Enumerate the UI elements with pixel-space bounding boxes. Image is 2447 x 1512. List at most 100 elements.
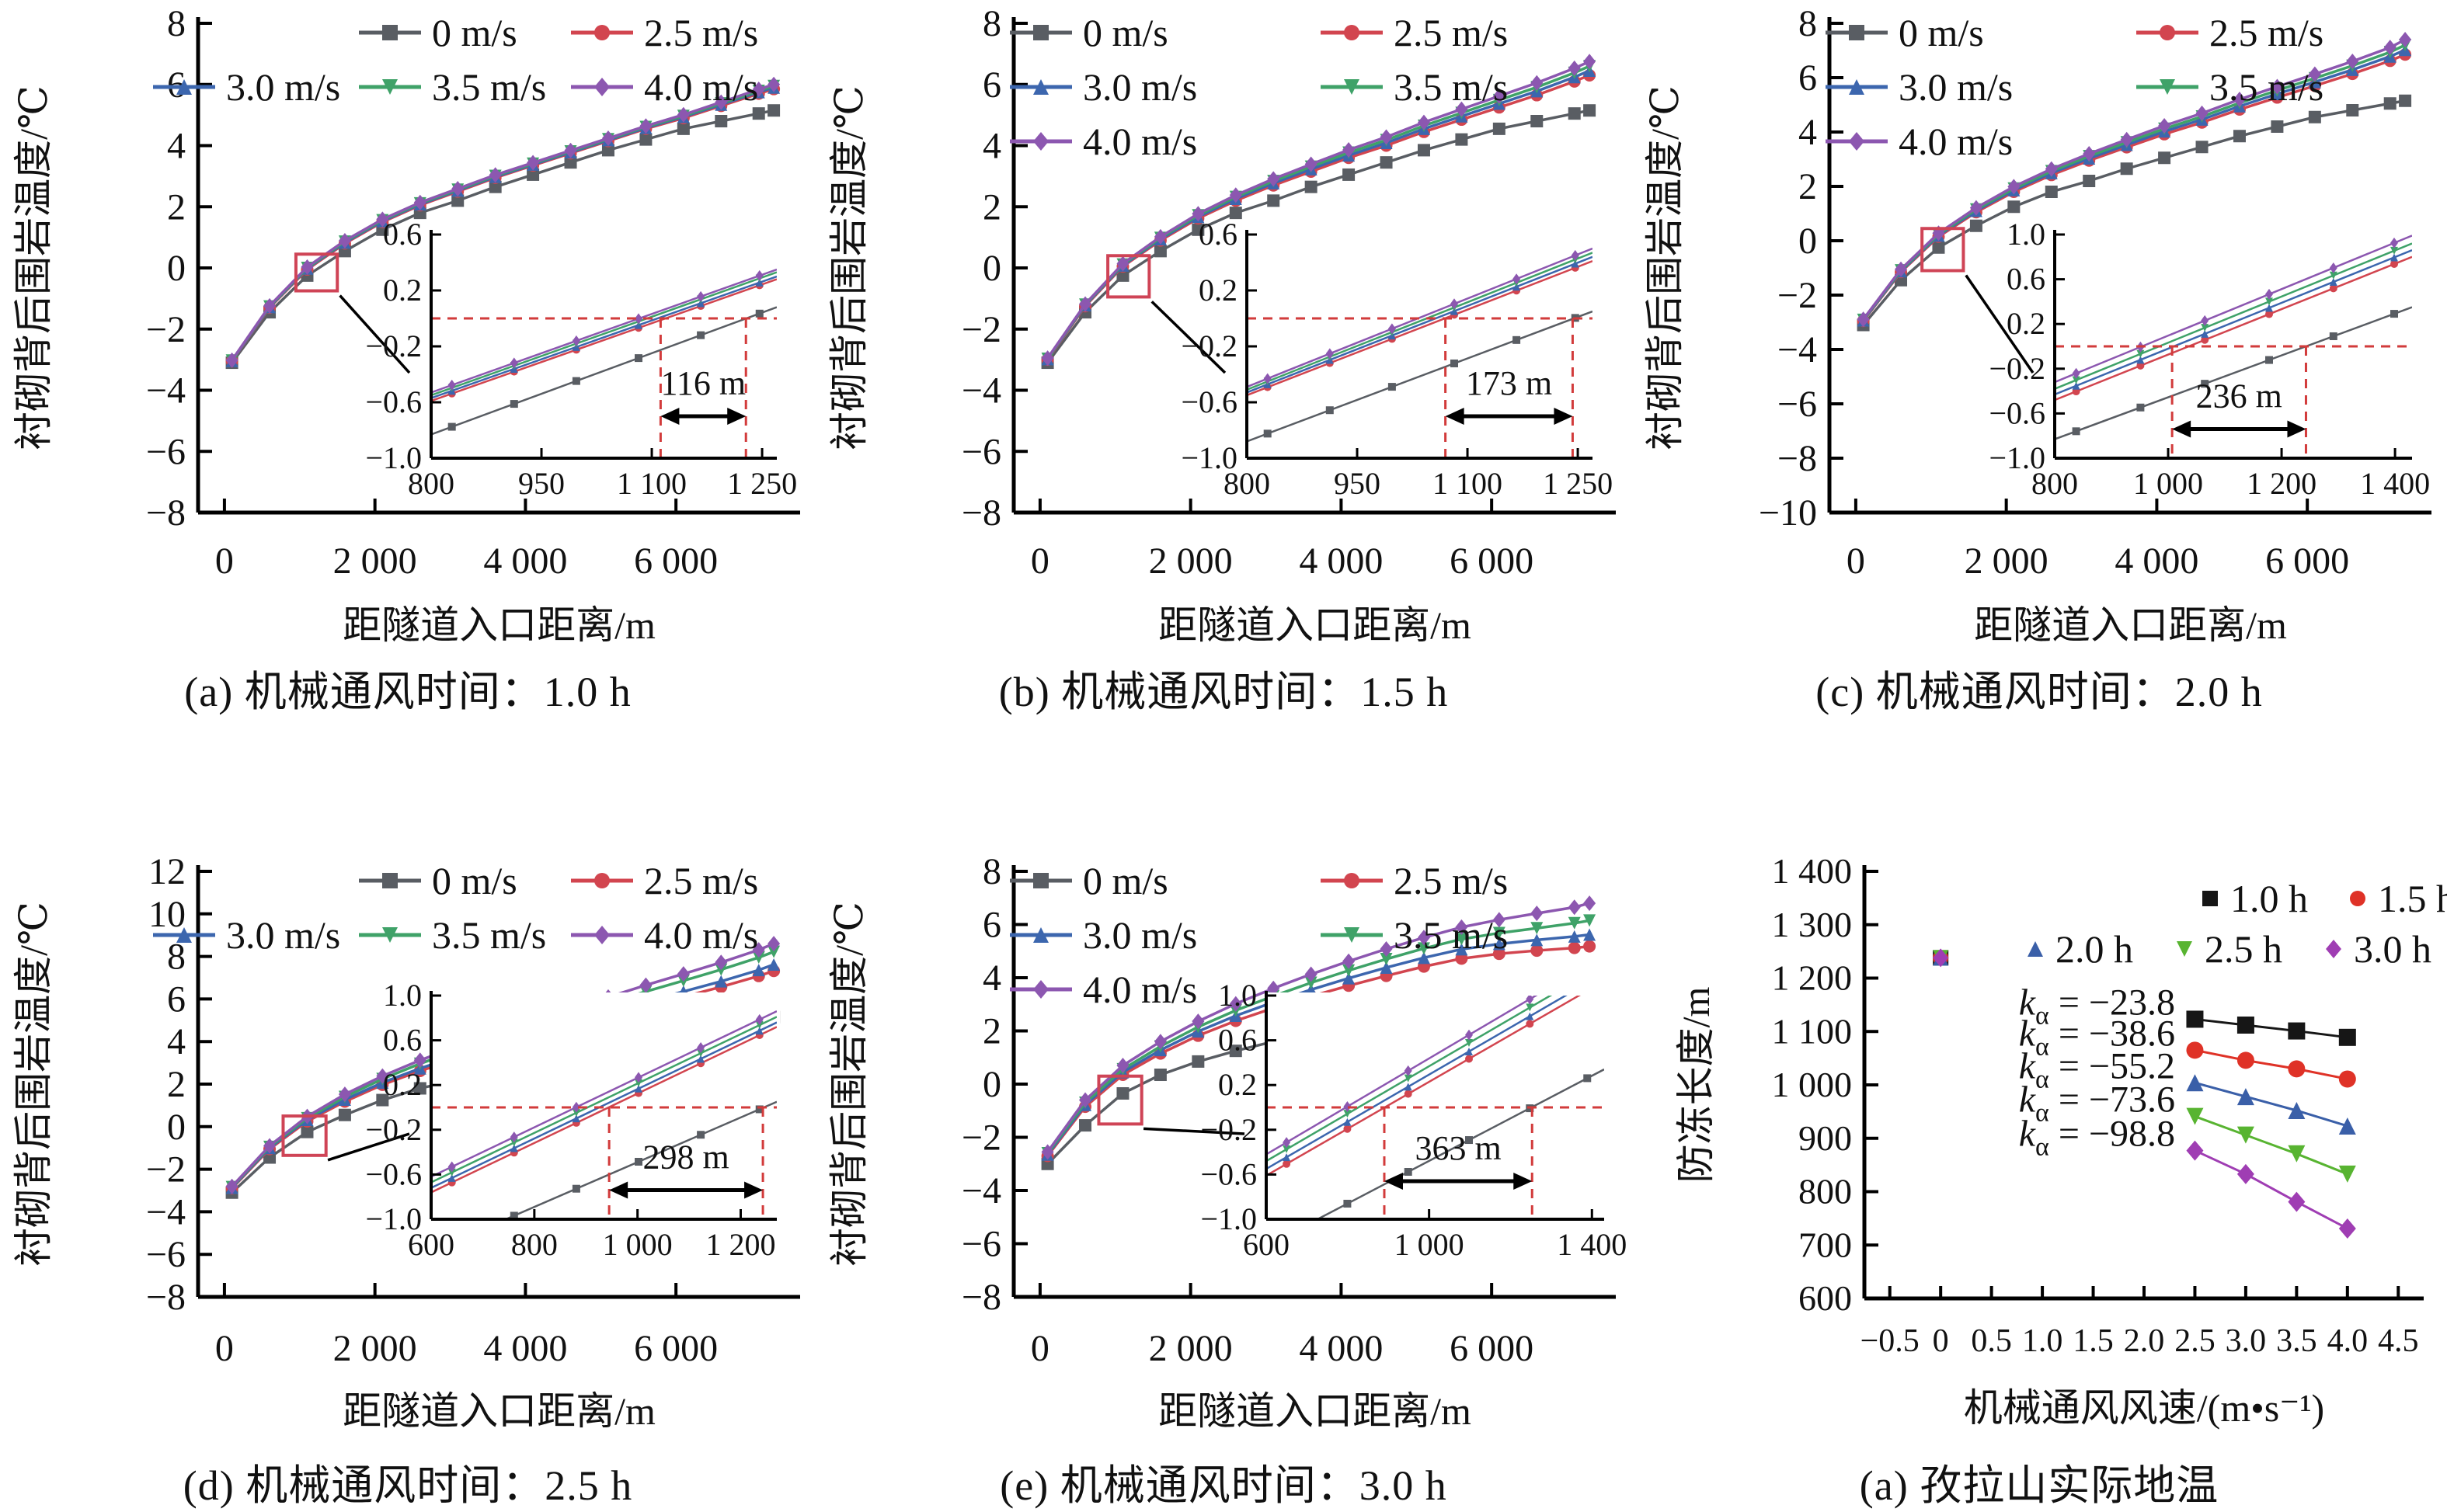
svg-text:距隧道入口距离/m: 距隧道入口距离/m — [1974, 603, 2287, 647]
svg-text:4 000: 4 000 — [483, 540, 567, 582]
svg-text:1 200: 1 200 — [1772, 958, 1853, 998]
svg-text:600: 600 — [1798, 1278, 1852, 1318]
svg-text:3.0 m/s: 3.0 m/s — [226, 913, 340, 957]
svg-text:kα = −98.8: kα = −98.8 — [2019, 1114, 2175, 1162]
svg-text:−6: −6 — [1777, 384, 1817, 425]
svg-text:1.5: 1.5 — [2073, 1323, 2114, 1359]
svg-text:173 m: 173 m — [1466, 364, 1552, 402]
svg-text:1.0: 1.0 — [1218, 978, 1257, 1013]
svg-text:−2: −2 — [962, 1117, 1001, 1159]
caption-a: (a) 机械通风时间：1.0 h — [184, 669, 632, 715]
svg-text:1 000: 1 000 — [1772, 1065, 1853, 1104]
svg-text:4: 4 — [1798, 112, 1817, 153]
svg-text:0: 0 — [983, 1064, 1001, 1105]
svg-text:8: 8 — [1798, 3, 1817, 44]
svg-text:2.5 m/s: 2.5 m/s — [644, 859, 758, 902]
svg-text:−2: −2 — [962, 309, 1001, 350]
svg-text:2: 2 — [983, 186, 1001, 228]
svg-text:2.0 h: 2.0 h — [2055, 927, 2133, 971]
svg-text:kα = −73.6: kα = −73.6 — [2019, 1079, 2175, 1128]
svg-text:6: 6 — [983, 64, 1001, 106]
svg-text:3.5 m/s: 3.5 m/s — [2209, 65, 2323, 109]
svg-text:−6: −6 — [962, 1224, 1001, 1265]
svg-text:−0.2: −0.2 — [365, 1112, 422, 1147]
svg-text:3.5 m/s: 3.5 m/s — [432, 913, 546, 957]
svg-text:−6: −6 — [146, 431, 186, 472]
svg-text:0: 0 — [215, 540, 234, 582]
svg-text:−1.0: −1.0 — [1181, 440, 1237, 475]
svg-text:116 m: 116 m — [661, 364, 747, 402]
chart-f-canvas: 1 400 1 300 1 200 1 100 1 000 900 800 700 600−0.… — [1674, 851, 2447, 1430]
svg-text:12: 12 — [148, 851, 186, 892]
svg-text:950: 950 — [1334, 466, 1380, 501]
svg-text:3.5 m/s: 3.5 m/s — [1394, 913, 1508, 957]
svg-text:−1.0: −1.0 — [1200, 1201, 1257, 1236]
svg-text:0 m/s: 0 m/s — [432, 11, 517, 54]
svg-text:0: 0 — [983, 248, 1001, 289]
svg-text:3.5: 3.5 — [2276, 1323, 2317, 1359]
svg-text:−8: −8 — [962, 1277, 1001, 1318]
svg-text:2 000: 2 000 — [333, 1328, 417, 1369]
svg-text:6: 6 — [1798, 57, 1817, 99]
svg-text:4 000: 4 000 — [1299, 1328, 1383, 1369]
caption-e: (e) 机械通风时间：3.0 h — [1000, 1462, 1447, 1509]
subplot-d: 12 10 8 6 4 2 0 −2 −4 −6 −8 0 2 000 4 000 6 000 距隧道入口距离… — [0, 755, 816, 1510]
svg-text:4 000: 4 000 — [1299, 540, 1383, 582]
svg-text:2.5 h: 2.5 h — [2205, 927, 2282, 971]
svg-text:0: 0 — [1031, 1328, 1049, 1369]
svg-text:1.0: 1.0 — [2022, 1323, 2063, 1359]
svg-text:4.0 m/s: 4.0 m/s — [644, 65, 758, 109]
svg-text:800: 800 — [1224, 466, 1270, 501]
svg-text:1 400: 1 400 — [1772, 851, 1853, 891]
svg-text:0: 0 — [1847, 540, 1865, 582]
svg-text:4.0 m/s: 4.0 m/s — [1083, 968, 1197, 1011]
svg-text:0.6: 0.6 — [2007, 262, 2045, 297]
svg-text:−0.6: −0.6 — [1989, 395, 2045, 430]
svg-text:−4: −4 — [1777, 329, 1817, 370]
svg-text:3.0 m/s: 3.0 m/s — [1083, 913, 1197, 957]
svg-text:衬砌背后围岩温度/℃: 衬砌背后围岩温度/℃ — [827, 902, 871, 1267]
svg-text:−4: −4 — [962, 370, 1001, 412]
svg-text:kα = −23.8: kα = −23.8 — [2019, 982, 2175, 1030]
svg-text:3.0 m/s: 3.0 m/s — [1083, 65, 1197, 109]
svg-text:0.2: 0.2 — [1218, 1067, 1257, 1102]
svg-text:1.0: 1.0 — [383, 978, 422, 1013]
svg-text:8: 8 — [983, 3, 1001, 44]
svg-text:600: 600 — [1243, 1227, 1290, 1262]
svg-text:1 100: 1 100 — [1772, 1011, 1853, 1051]
svg-text:298 m: 298 m — [642, 1138, 729, 1177]
svg-text:−1.0: −1.0 — [1989, 440, 2045, 475]
svg-text:−2: −2 — [146, 309, 186, 350]
svg-text:−0.5: −0.5 — [1860, 1323, 1920, 1359]
svg-text:3.0 m/s: 3.0 m/s — [226, 65, 340, 109]
svg-text:800: 800 — [1798, 1172, 1852, 1211]
svg-text:6 000: 6 000 — [1450, 540, 1533, 582]
svg-text:防冻长度/m: 防冻长度/m — [1674, 987, 1718, 1184]
svg-text:1 400: 1 400 — [2360, 466, 2430, 501]
svg-text:0.2: 0.2 — [2007, 306, 2045, 341]
svg-text:800: 800 — [408, 466, 454, 501]
svg-text:距隧道入口距离/m: 距隧道入口距离/m — [343, 603, 656, 647]
svg-text:1 000: 1 000 — [2133, 466, 2203, 501]
svg-text:6: 6 — [167, 978, 186, 1020]
svg-text:−8: −8 — [1777, 438, 1817, 479]
svg-text:6 000: 6 000 — [634, 540, 718, 582]
svg-text:−0.2: −0.2 — [1200, 1112, 1257, 1147]
svg-text:0 m/s: 0 m/s — [1899, 11, 1984, 54]
svg-text:0.5: 0.5 — [1971, 1323, 2012, 1359]
svg-text:2 000: 2 000 — [333, 540, 417, 582]
svg-text:1.0 h: 1.0 h — [2230, 877, 2308, 920]
svg-text:2 000: 2 000 — [1149, 540, 1233, 582]
svg-text:0.2: 0.2 — [383, 1067, 422, 1102]
chart-b-canvas: 8 6 4 2 0 −2 −4 −6 −8 0 2 000 4 000 6 000 距隧道入口距离/m 衬砌… — [827, 3, 1616, 647]
svg-text:6: 6 — [983, 905, 1001, 946]
svg-text:−10: −10 — [1759, 492, 1817, 534]
svg-text:4: 4 — [167, 1021, 186, 1062]
svg-text:距隧道入口距离/m: 距隧道入口距离/m — [1158, 1389, 1471, 1433]
svg-text:2 000: 2 000 — [1965, 540, 2048, 582]
svg-text:−4: −4 — [146, 1191, 186, 1232]
svg-text:363 m: 363 m — [1415, 1129, 1501, 1167]
svg-text:6 000: 6 000 — [1450, 1328, 1533, 1369]
svg-text:1 250: 1 250 — [1543, 466, 1613, 501]
svg-text:600: 600 — [408, 1227, 454, 1262]
